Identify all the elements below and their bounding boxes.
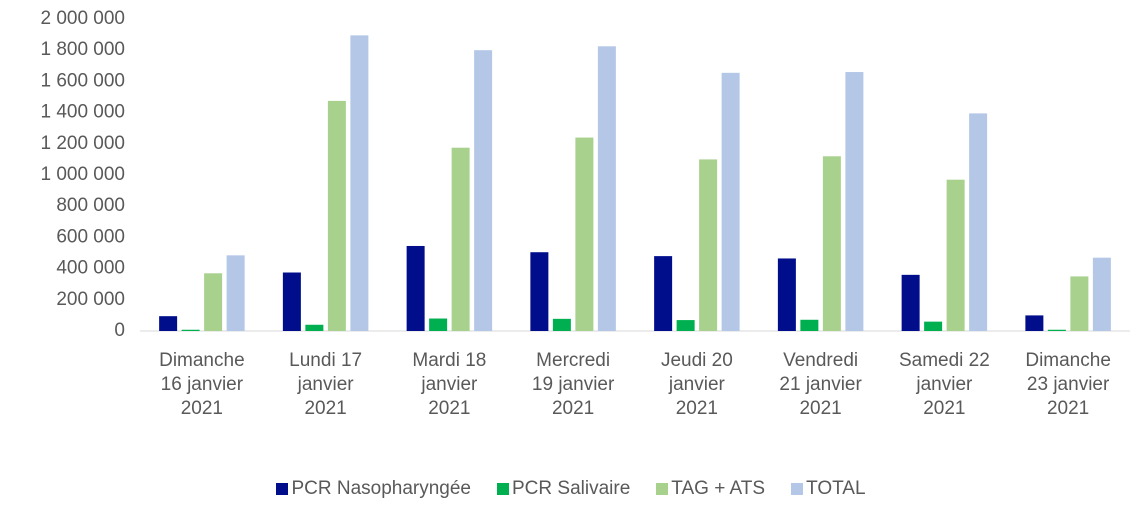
x-tick-label: Vendredi 21 janvier 2021	[779, 350, 862, 419]
bar	[159, 316, 178, 331]
bar	[1092, 257, 1111, 331]
legend-swatch	[276, 483, 289, 495]
bar	[451, 147, 470, 331]
legend-label: PCR Salivaire	[512, 478, 631, 499]
y-tick-label: 800 000	[56, 195, 125, 216]
bar	[575, 137, 594, 331]
x-tick-label: Dimanche 16 janvier 2021	[159, 350, 245, 419]
bar	[327, 100, 346, 332]
x-tick-label: Lundi 17 janvier 2021	[289, 350, 363, 419]
legend-label: PCR Nasopharyngée	[291, 478, 471, 499]
legend: PCR Nasopharyngée PCR Salivaire TAG + ATS T…	[0, 478, 1142, 500]
bar	[654, 256, 673, 331]
x-tick-label: Samedi 22 janvier 2021	[898, 350, 990, 419]
legend-label: TAG + ATS	[671, 478, 766, 499]
legend-item: PCR Nasopharyngée	[276, 478, 471, 500]
y-tick-label: 600 000	[56, 226, 125, 247]
bar	[552, 318, 571, 331]
legend-item: TAG + ATS	[656, 478, 765, 500]
legend-item: PCR Salivaire	[497, 478, 630, 500]
bar	[181, 329, 200, 331]
legend-swatch	[656, 483, 669, 495]
bar	[800, 319, 819, 331]
y-tick-label: 0	[114, 320, 125, 341]
y-tick-label: 200 000	[56, 289, 125, 310]
bar	[429, 318, 448, 331]
x-tick-label: Mercredi 19 janvier 2021	[531, 350, 615, 419]
bar	[305, 324, 324, 331]
x-tick-label: Mardi 18 janvier 2021	[412, 350, 487, 419]
bar	[699, 159, 718, 331]
y-tick-label: 400 000	[56, 258, 125, 279]
bar	[845, 72, 864, 331]
bar	[946, 179, 965, 331]
legend-swatch	[791, 483, 804, 495]
bar	[530, 252, 549, 331]
bar	[282, 272, 301, 331]
y-tick-label: 1 600 000	[40, 70, 125, 91]
y-tick-label: 2 000 000	[40, 8, 125, 29]
bar	[1025, 315, 1044, 331]
bar	[676, 320, 695, 331]
bar	[777, 258, 796, 331]
bar	[226, 255, 245, 331]
legend-item: TOTAL	[791, 478, 866, 500]
bar	[1047, 329, 1066, 331]
y-tick-label: 1 800 000	[40, 39, 125, 60]
bar	[1070, 276, 1089, 331]
bar	[721, 72, 740, 331]
x-tick-label: Dimanche 23 janvier 2021	[1025, 350, 1111, 419]
bar	[924, 321, 943, 331]
legend-swatch	[497, 483, 509, 495]
bar	[350, 35, 369, 331]
bar	[406, 245, 425, 331]
bar	[597, 46, 616, 332]
legend-label: TOTAL	[806, 478, 866, 499]
y-tick-label: 1 000 000	[40, 164, 125, 185]
x-tick-label: Jeudi 20 janvier 2021	[660, 350, 733, 419]
y-tick-label: 1 200 000	[40, 133, 125, 154]
y-tick-label: 1 400 000	[40, 102, 125, 123]
bar	[901, 274, 920, 331]
bar	[969, 113, 988, 331]
bar	[204, 273, 223, 331]
bar	[822, 156, 841, 331]
bar	[474, 50, 493, 331]
